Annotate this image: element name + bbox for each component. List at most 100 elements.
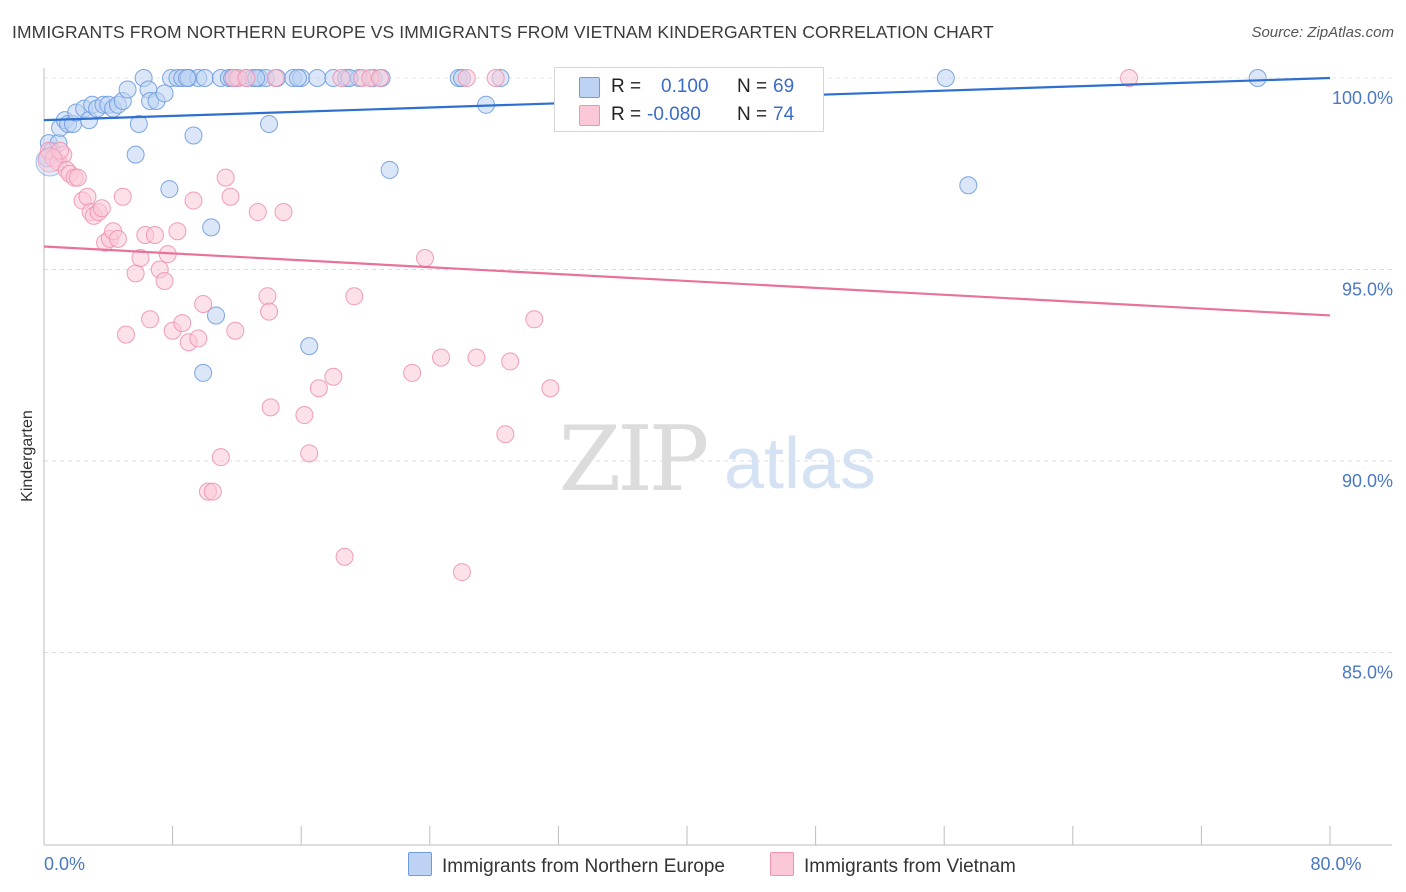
data-point	[160, 180, 179, 199]
data-point	[496, 425, 515, 444]
data-point	[541, 379, 560, 398]
data-point	[936, 69, 955, 87]
stats-swatch-blue	[579, 77, 600, 98]
data-point	[221, 187, 240, 206]
y-tick-label: 95.0%	[1342, 280, 1393, 300]
x-tick-label: 80.0%	[1310, 854, 1361, 874]
stats-r-value: 0.100	[661, 76, 709, 97]
stats-n-value: 69	[773, 76, 795, 97]
stats-row-northern-europe: R = 0.100 N = 69	[555, 71, 823, 101]
data-point	[211, 448, 230, 467]
data-point	[335, 547, 354, 566]
data-point	[274, 203, 293, 222]
data-point	[126, 145, 145, 164]
stats-n-value: 74	[773, 104, 795, 125]
axes	[43, 68, 1392, 846]
data-point	[37, 147, 63, 173]
watermark-zip: ZIP	[559, 407, 707, 512]
legend-label-vietnam: Immigrants from Vietnam	[804, 856, 1016, 877]
data-point	[126, 264, 145, 283]
y-tick-label: 90.0%	[1342, 471, 1393, 491]
legend-item-vietnam[interactable]: Immigrants from Vietnam	[770, 852, 1016, 878]
stats-r-value: -0.080	[647, 104, 701, 125]
data-point	[295, 406, 314, 425]
y-tick-label: 100.0%	[1332, 88, 1393, 108]
data-point	[207, 306, 226, 325]
data-point	[78, 187, 97, 206]
data-point	[173, 314, 192, 333]
x-tick-label: 0.0%	[44, 854, 85, 874]
data-point	[189, 329, 208, 348]
data-point	[141, 310, 160, 329]
data-point	[260, 302, 279, 321]
stats-n-label: N =	[737, 104, 768, 125]
data-point	[116, 325, 135, 344]
data-point	[432, 348, 451, 367]
trend-line-pink	[43, 245, 1331, 317]
data-point	[380, 160, 399, 179]
source-label: Source: ZipAtlas.com	[1251, 24, 1394, 41]
data-point	[258, 287, 277, 306]
stats-r-label: R =	[611, 104, 642, 125]
data-point	[309, 379, 328, 398]
legend-item-northern-europe[interactable]: Immigrants from Northern Europe	[408, 852, 725, 878]
data-point	[155, 84, 174, 103]
data-point	[195, 69, 214, 87]
data-point	[467, 348, 486, 367]
data-point	[202, 218, 221, 237]
legend-swatch-blue	[408, 852, 432, 876]
data-point	[959, 176, 978, 195]
data-point	[113, 187, 132, 206]
data-point	[370, 69, 389, 87]
watermark-atlas: atlas	[724, 424, 876, 504]
data-point	[300, 337, 319, 356]
series-vietnam-points	[37, 69, 1139, 582]
stats-box: R = 0.100 N = 69 R = -0.080 N = 74	[554, 67, 824, 132]
data-point	[168, 222, 187, 241]
data-point	[457, 69, 476, 87]
data-point	[308, 69, 327, 87]
stats-row-vietnam: R = -0.080 N = 74	[555, 99, 823, 129]
data-point	[248, 203, 267, 222]
y-tick-label: 85.0%	[1342, 663, 1393, 683]
data-point	[237, 69, 256, 87]
data-point	[155, 271, 174, 290]
tick-labels: 100.0% 95.0% 90.0% 85.0% 0.0% 80.0%	[44, 88, 1393, 874]
data-point	[1120, 69, 1139, 87]
data-point	[194, 294, 213, 313]
data-point	[129, 114, 148, 133]
data-point	[178, 69, 197, 87]
data-point	[501, 352, 520, 371]
data-point	[324, 367, 343, 386]
data-point	[184, 191, 203, 210]
data-point	[51, 141, 70, 160]
stats-swatch-pink	[579, 105, 600, 126]
data-point	[288, 69, 307, 87]
data-point	[68, 168, 87, 187]
data-point	[145, 226, 164, 245]
data-point	[261, 398, 280, 417]
data-point	[92, 199, 111, 218]
data-point	[525, 310, 544, 329]
legend-swatch-pink	[770, 852, 794, 876]
data-point	[300, 444, 319, 463]
data-point	[131, 249, 150, 268]
chart-title: IMMIGRANTS FROM NORTHERN EUROPE VS IMMIG…	[12, 22, 994, 42]
data-point	[216, 168, 235, 187]
data-point	[332, 69, 351, 87]
data-point	[486, 69, 505, 87]
data-point	[194, 363, 213, 382]
stats-r-label: R =	[611, 76, 642, 97]
stats-n-label: N =	[737, 76, 768, 97]
data-point	[345, 287, 364, 306]
data-point	[415, 249, 434, 268]
data-point	[1248, 69, 1267, 87]
data-point	[118, 80, 137, 99]
data-point	[108, 229, 127, 248]
data-point	[403, 363, 422, 382]
data-point	[203, 482, 222, 501]
data-point	[266, 69, 285, 87]
data-point	[226, 321, 245, 340]
data-point	[452, 563, 471, 582]
